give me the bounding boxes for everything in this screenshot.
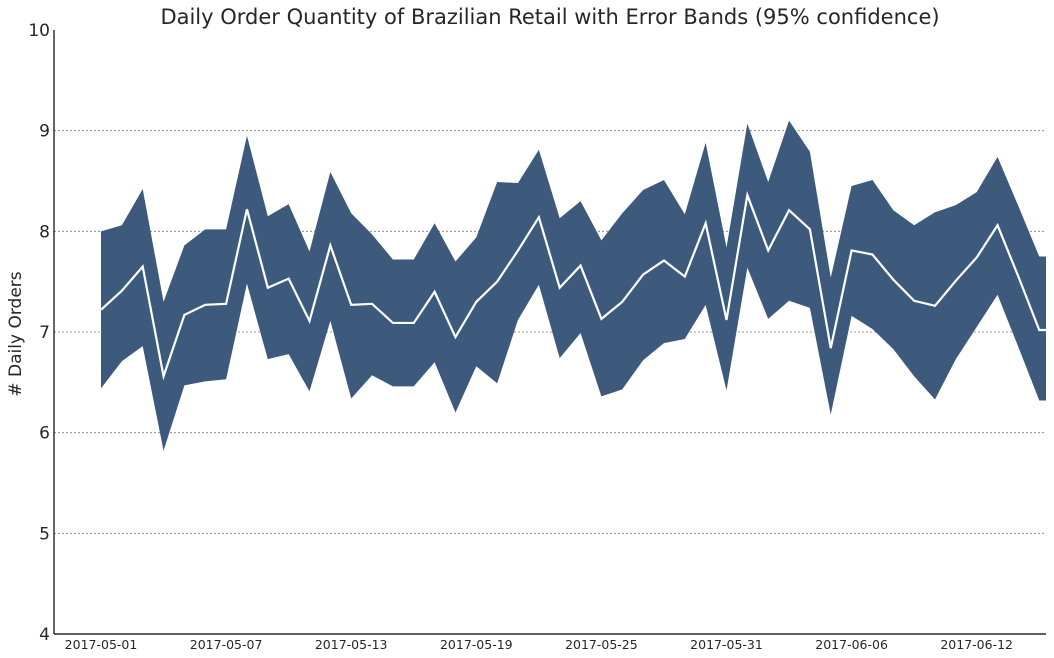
y-tick-label: 6 — [39, 424, 50, 444]
mean-line — [100, 190, 1046, 381]
x-tick-label: 2017-05-19 — [440, 637, 513, 652]
x-tick-label: 2017-05-31 — [690, 637, 763, 652]
y-tick-labels: 4 5 6 7 8 9 10 — [28, 21, 50, 645]
x-tick-label: 2017-05-07 — [190, 637, 263, 652]
y-tick-label: 7 — [39, 323, 50, 343]
x-tick-label: 2017-06-12 — [940, 637, 1013, 652]
x-tick-label: 2017-05-13 — [315, 637, 388, 652]
y-tick-label: 4 — [39, 625, 50, 645]
x-tick-label: 2017-06-06 — [815, 637, 888, 652]
x-tick-label: 2017-05-25 — [565, 637, 638, 652]
y-tick-label: 10 — [28, 21, 50, 41]
y-axis-label: # Daily Orders — [6, 271, 26, 396]
chart-title: Daily Order Quantity of Brazilian Retail… — [160, 5, 939, 29]
y-tick-label: 8 — [39, 222, 50, 242]
x-tick-labels: 2017-05-01 2017-05-07 2017-05-13 2017-05-19… — [65, 637, 1013, 652]
x-tick-label: 2017-05-01 — [65, 637, 138, 652]
y-tick-label: 5 — [39, 524, 50, 544]
y-tick-label: 9 — [39, 122, 50, 142]
error-band — [101, 120, 1046, 451]
